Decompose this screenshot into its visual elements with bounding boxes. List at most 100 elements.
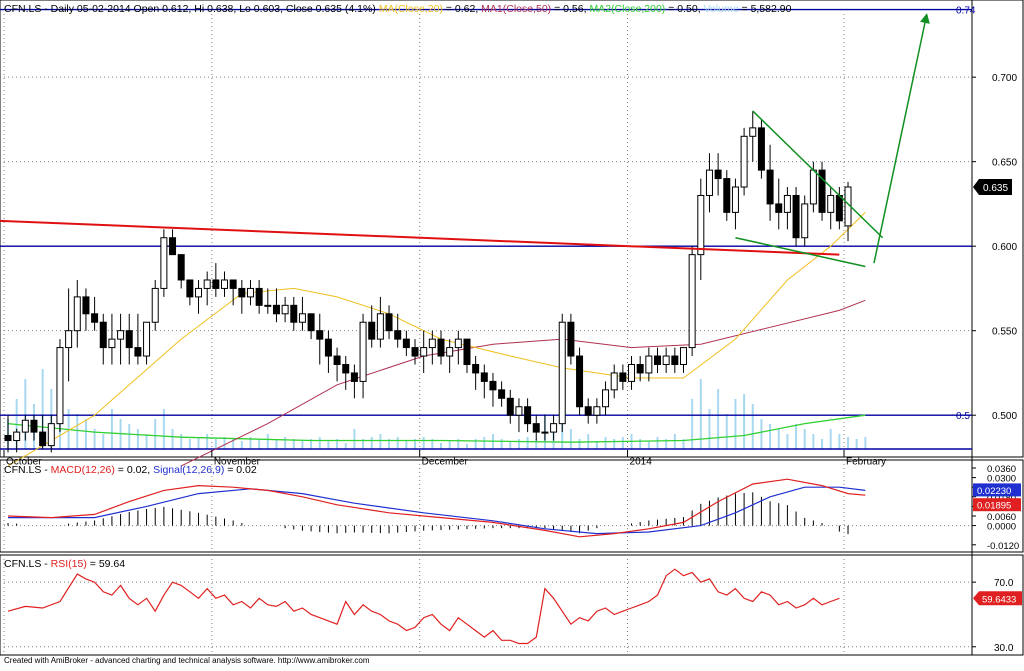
volume-bar (284, 437, 287, 449)
red-resistance-line (0, 219, 840, 256)
candle-body (740, 135, 748, 188)
candle (134, 313, 142, 365)
volume-bar (838, 434, 841, 449)
x-axis-label: October (6, 456, 42, 467)
candle (688, 246, 696, 357)
candle-body (463, 338, 471, 365)
candle (272, 288, 280, 323)
candle-body (541, 431, 549, 434)
volume-bar (812, 434, 815, 449)
candle-body (368, 321, 376, 340)
candle-body (489, 380, 497, 391)
candle-body (316, 330, 324, 340)
volume-bar (232, 439, 235, 449)
volume-bar (327, 441, 330, 449)
candle (385, 305, 393, 340)
candle (99, 313, 107, 365)
candle (723, 170, 731, 221)
candle (368, 305, 376, 348)
volume-bar (777, 429, 780, 449)
candle (238, 279, 246, 314)
candle (697, 178, 705, 280)
price-tick-label: 0.600 (992, 242, 1017, 253)
candle-body (238, 287, 246, 298)
volume-bar (162, 409, 165, 449)
macd-tick-label: 0.0360 (987, 464, 1016, 475)
volume-bar (465, 444, 468, 449)
legend-macd: CFN.LS - MACD(12,26) = 0.02, Signal(12,2… (4, 464, 257, 476)
candle (264, 288, 272, 314)
candle (281, 296, 289, 323)
candle (593, 398, 601, 424)
volume-bar (509, 441, 512, 449)
candle-body (679, 347, 687, 365)
candle-body (835, 194, 843, 222)
legend-ma200-value: = 0.50, (668, 3, 700, 15)
volume-bar (604, 437, 607, 449)
volume-bar (301, 441, 304, 449)
candle-body (82, 296, 90, 315)
volume-bar (362, 439, 365, 449)
rsi-panel (0, 554, 1024, 656)
candle (619, 364, 627, 390)
candle (290, 296, 298, 331)
volume-bar (136, 429, 139, 449)
legend-rsi-value: = 59.64 (90, 558, 125, 570)
candle-body (108, 338, 116, 349)
volume-bar (353, 429, 356, 449)
volume-bar (84, 419, 87, 449)
volume-bar (370, 437, 373, 449)
volume-bar (682, 439, 685, 449)
candle-body (731, 186, 739, 213)
volume-bar (431, 439, 434, 449)
candle (576, 347, 584, 416)
candle-body (766, 169, 774, 205)
candle (420, 330, 428, 373)
volume-bar (388, 439, 391, 449)
legend-rsi: CFN.LS - RSI(15) = 59.64 (4, 558, 125, 570)
candle (350, 364, 358, 399)
volume-bar (483, 437, 486, 449)
price-tick-label: 0.650 (992, 158, 1017, 169)
candle-body (792, 194, 800, 239)
volume-bar (665, 439, 668, 449)
legend-ma50-label: MA1(Close,50) (481, 3, 551, 15)
candle-body (212, 279, 220, 289)
signal-line (8, 486, 866, 535)
volume-bar (743, 394, 746, 449)
candle-body (186, 279, 194, 298)
candle (766, 144, 774, 221)
candle (662, 347, 670, 373)
candle (454, 330, 462, 365)
legend-macd-label: MACD(12,26) (51, 464, 115, 476)
candle (151, 279, 159, 331)
legend-ma20-value: = 0.62, (446, 3, 478, 15)
legend-rsi-label: RSI(15) (51, 558, 87, 570)
macd-tick-label: 0.0060 (987, 512, 1016, 523)
candle-body (229, 279, 237, 289)
volume-bar (379, 434, 382, 449)
candle-body (221, 279, 228, 289)
candle (636, 356, 644, 382)
volume-bar (760, 419, 763, 449)
candle (498, 381, 506, 407)
candle (195, 279, 203, 314)
candle-body (39, 431, 47, 447)
candle (56, 339, 64, 433)
candle-body (783, 194, 791, 213)
legend-ma50-value: = 0.56, (554, 3, 586, 15)
candle-body (13, 431, 21, 442)
volume-bar (569, 429, 572, 449)
legend-ma200-label: MA2(Close,200) (589, 3, 665, 15)
candle-body (757, 127, 765, 171)
candle (212, 263, 220, 297)
candle (480, 364, 488, 399)
candle (342, 356, 350, 390)
candle-body (160, 237, 168, 289)
volume-bar (821, 439, 824, 449)
macd-tick-label: 0.0300 (987, 474, 1016, 485)
candle-body (584, 406, 592, 416)
legend-ma20-label: MA(Close,20) (379, 3, 443, 15)
volume-bar (691, 399, 694, 449)
